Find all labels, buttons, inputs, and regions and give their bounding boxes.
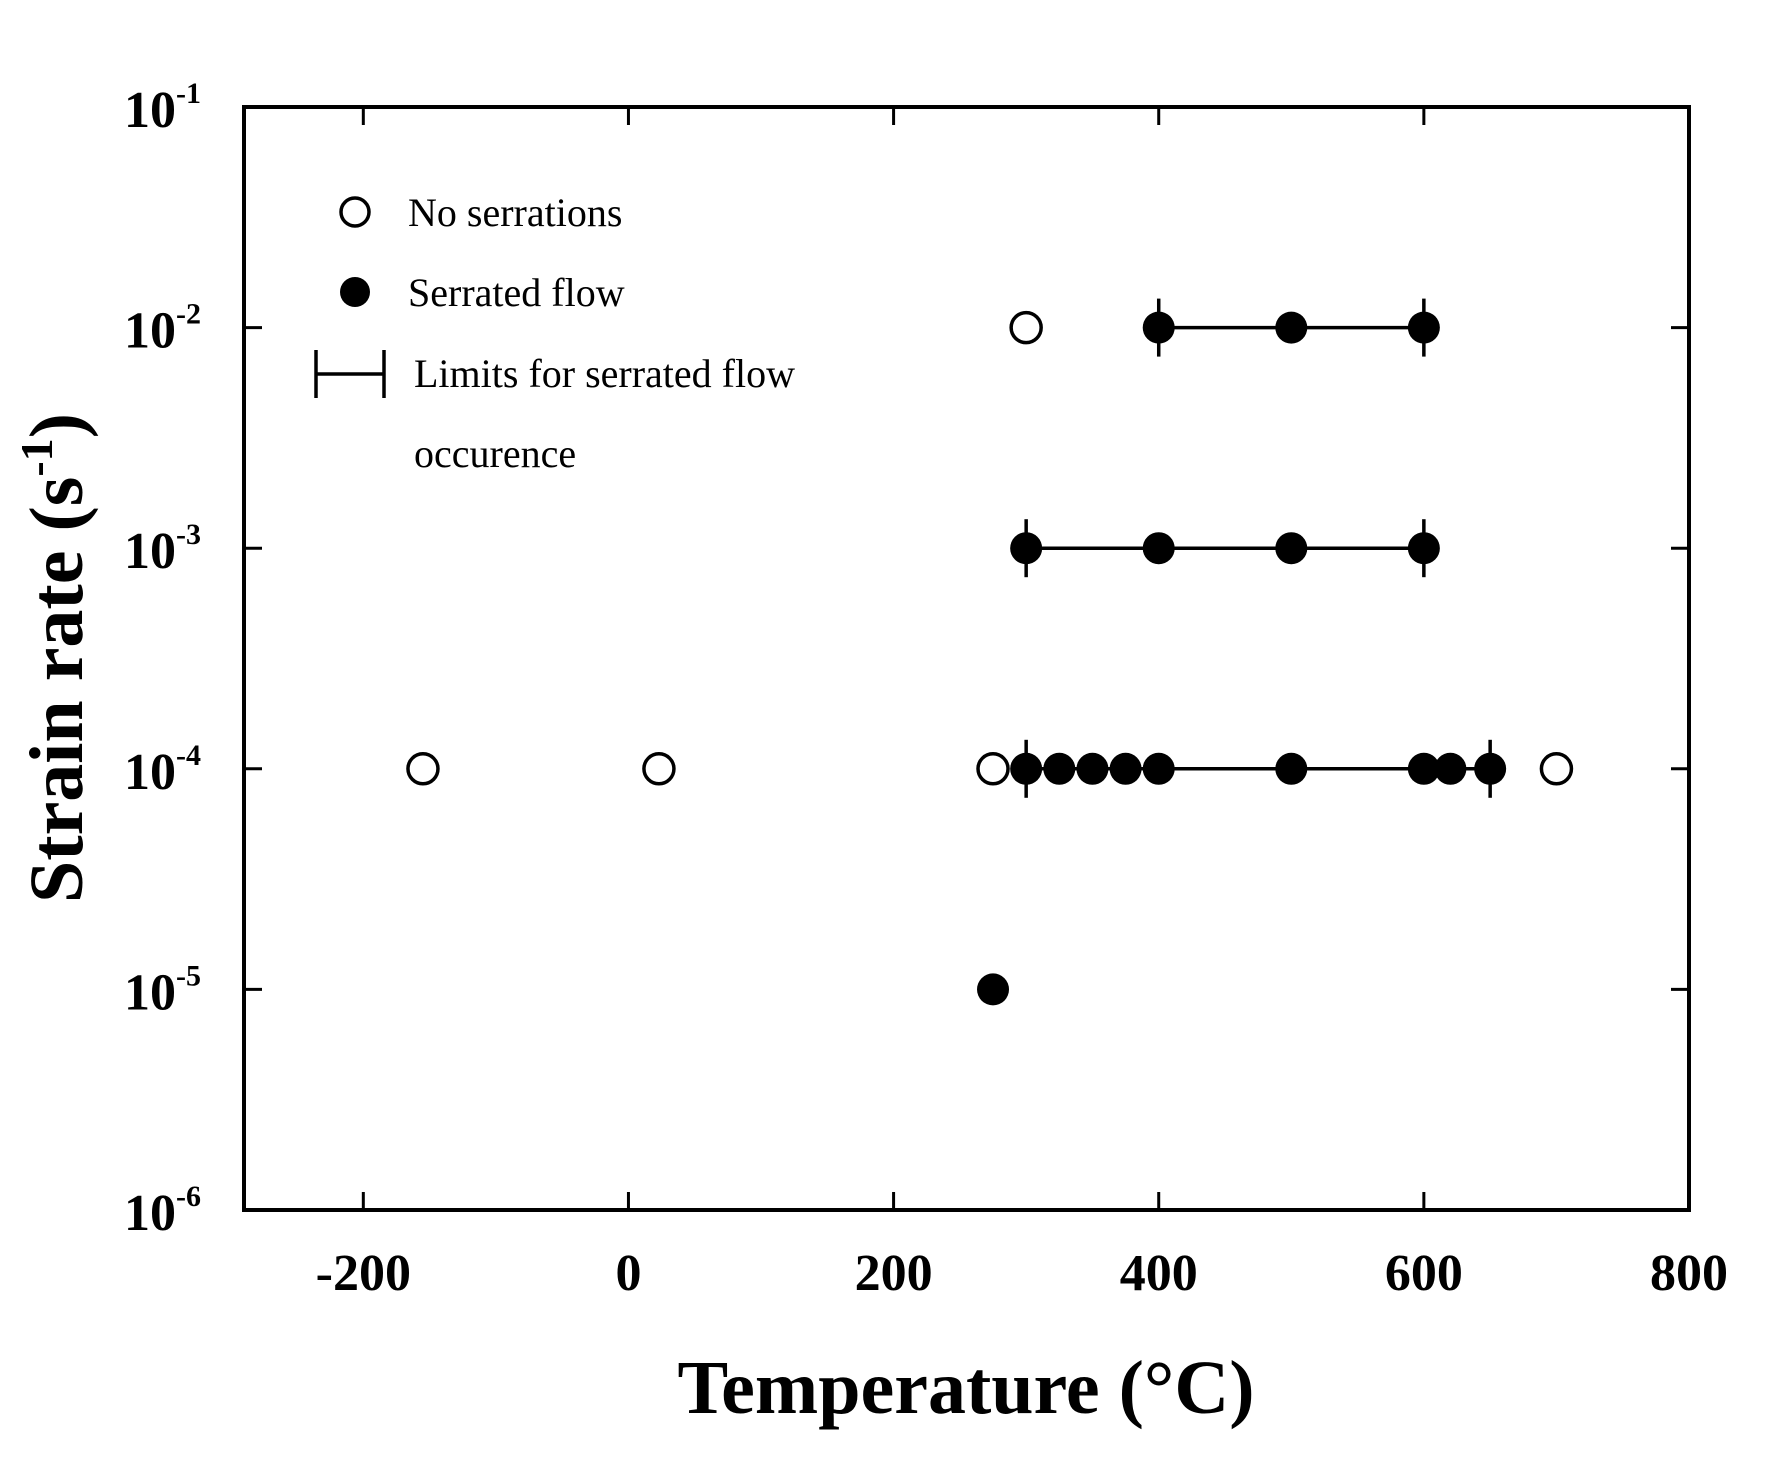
x-tick-label: -200 [316, 1245, 411, 1302]
filled-point [1076, 752, 1109, 785]
legend-no-serrations-marker [339, 196, 371, 228]
legend-serrated-flow-label: Serrated flow [408, 270, 625, 315]
filled-point [1142, 311, 1175, 344]
y-tick-label: 10-2 [124, 298, 201, 360]
open-point [406, 752, 440, 786]
filled-point [1142, 532, 1175, 565]
filled-point [1109, 752, 1142, 785]
filled-point [977, 973, 1010, 1006]
filled-point [1407, 532, 1440, 565]
filled-point [1275, 532, 1308, 565]
y-axis-title-close: ) [15, 413, 99, 438]
y-ticks: 10-1 10-2 10-3 10-4 10-5 10-6 [124, 77, 1689, 1242]
open-point [976, 752, 1010, 786]
legend-limits-label-line1: Limits for serrated flow [414, 351, 795, 396]
filled-point [1407, 752, 1440, 785]
open-point [1539, 752, 1574, 786]
y-tick-label: 10-1 [124, 77, 201, 139]
legend: No serrations Serrated flow Limits for s… [314, 190, 795, 476]
y-tick-label: 10-3 [124, 518, 201, 580]
data-points [406, 310, 1574, 1006]
filled-point [1474, 752, 1507, 785]
y-tick-label: 10-5 [124, 959, 201, 1021]
x-axis-title: Temperature (°C) [677, 1346, 1254, 1430]
legend-limits-label-line2: occurence [414, 431, 576, 476]
x-tick-label: 800 [1650, 1245, 1728, 1302]
filled-point [1142, 752, 1175, 785]
filled-point [1010, 532, 1043, 565]
x-ticks: -200 0 200 400 600 800 [316, 107, 1728, 1302]
filled-point [1275, 311, 1308, 344]
y-tick-label: 10-4 [124, 739, 201, 801]
filled-point [1043, 752, 1076, 785]
plot-frame [242, 105, 1691, 1212]
legend-limits-marker [314, 350, 386, 398]
y-axis-title-main: Strain rate (s [15, 477, 99, 903]
y-axis-title-sup: -1 [11, 438, 62, 476]
y-axis-title: Strain rate (s-1) [11, 413, 99, 903]
open-point [1009, 310, 1043, 345]
filled-point [1407, 311, 1440, 344]
legend-no-serrations-label: No serrations [408, 190, 622, 235]
x-tick-label: 0 [615, 1245, 641, 1302]
x-tick-label: 200 [855, 1245, 933, 1302]
x-tick-label: 400 [1120, 1245, 1198, 1302]
legend-serrated-flow-marker [340, 277, 370, 307]
y-tick-label: 10-6 [124, 1180, 201, 1242]
filled-point [1275, 752, 1308, 785]
filled-point [1434, 752, 1467, 785]
x-tick-label: 600 [1385, 1245, 1463, 1302]
filled-point [1010, 752, 1043, 785]
open-point [642, 752, 676, 786]
